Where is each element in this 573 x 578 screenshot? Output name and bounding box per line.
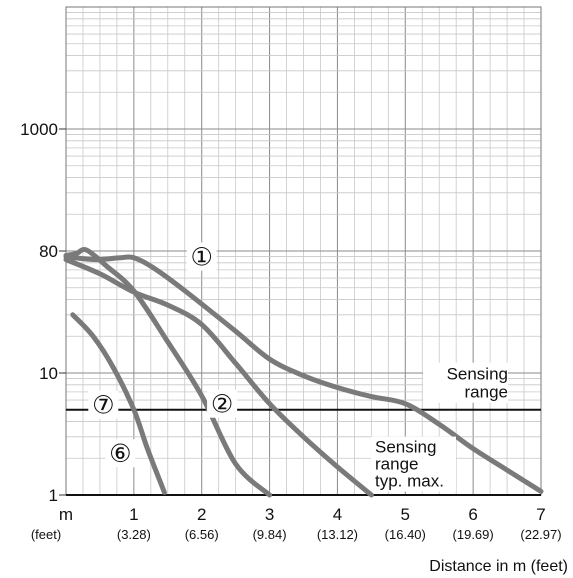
x-tick-sublabel: (19.69) — [453, 527, 494, 542]
series-callouts: ① ② ⑥ ⑦ — [88, 242, 238, 468]
x-tick-sublabel: (16.40) — [385, 527, 426, 542]
series-callout-3: ⑥ — [109, 440, 131, 468]
x-tick-sublabel: (3.28) — [117, 527, 151, 542]
sensing-range-label-bg — [423, 362, 508, 403]
x-unit-label: m — [59, 505, 73, 524]
series-callout-2: ② — [211, 391, 233, 419]
x-tick-label: 3 — [265, 505, 274, 524]
series-line-2 — [63, 257, 374, 498]
sensing-range-max-label-bg — [371, 436, 456, 492]
series-callout-bg — [105, 439, 136, 468]
series-line-3 — [63, 247, 273, 498]
x-tick-label: 1 — [129, 505, 138, 524]
y-axis: 1 10 80 1000 — [20, 120, 66, 505]
x-unit-sublabel: (feet) — [31, 527, 61, 542]
series-group — [63, 247, 544, 498]
series-line-1 — [63, 254, 544, 494]
series-callout-bg — [207, 389, 238, 418]
series-callout-4: ⑦ — [92, 392, 114, 420]
series-line-4 — [70, 312, 167, 495]
sensing-range-max-label-line: Sensing — [375, 438, 436, 457]
series-callout-bg — [88, 390, 119, 419]
y-tick-label: 80 — [39, 242, 58, 261]
x-tick-sublabel: (9.84) — [253, 527, 287, 542]
y-tick-label: 1 — [49, 486, 58, 505]
sensing-range-label-line: range — [465, 383, 508, 402]
x-tick-sublabel: (13.12) — [317, 527, 358, 542]
x-tick-label: 6 — [468, 505, 477, 524]
series-callout-bg — [186, 242, 217, 271]
x-tick-sublabel: (6.56) — [185, 527, 219, 542]
y-tick-label: 1000 — [20, 120, 58, 139]
x-tick-label: 5 — [401, 505, 410, 524]
sensing-range-max-label-line: typ. max. — [375, 472, 444, 491]
x-axis-title: Distance in m (feet) — [429, 558, 568, 575]
x-tick-label: 4 — [333, 505, 342, 524]
x-axis: m (feet) 1 (3.28) 2 (6.56) 3 (9.84) 4 (13.12) 5 (16… — [31, 505, 562, 542]
sensing-range-max-label-line: range — [375, 455, 418, 474]
y-tick-label: 10 — [39, 364, 58, 383]
x-tick-label: 2 — [197, 505, 206, 524]
x-tick-sublabel: (22.97) — [520, 527, 561, 542]
series-callout-1: ① — [191, 244, 213, 272]
sensing-range-label-line: Sensing — [447, 365, 508, 384]
x-tick-label: 7 — [536, 505, 545, 524]
reference-lines — [66, 408, 541, 496]
